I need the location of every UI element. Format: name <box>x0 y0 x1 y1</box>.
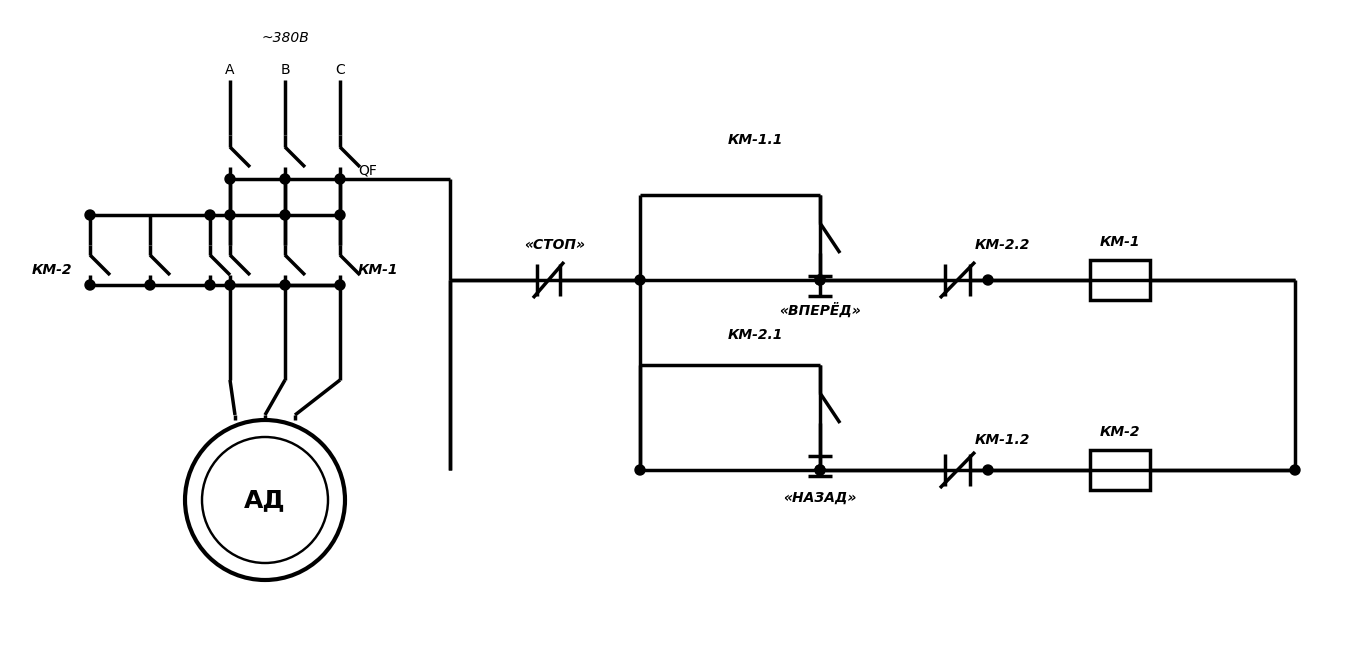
Circle shape <box>634 275 645 285</box>
Circle shape <box>983 275 994 285</box>
Text: ~380В: ~380В <box>261 31 309 45</box>
Circle shape <box>279 280 290 290</box>
Text: КМ-1.1: КМ-1.1 <box>728 133 783 147</box>
Text: «СТОП»: «СТОП» <box>525 238 586 252</box>
Circle shape <box>634 465 645 475</box>
Text: АД: АД <box>244 488 286 512</box>
Circle shape <box>335 280 346 290</box>
Circle shape <box>225 174 235 184</box>
Circle shape <box>225 210 235 220</box>
Circle shape <box>225 280 235 290</box>
Text: B: B <box>281 63 290 77</box>
Circle shape <box>205 280 215 290</box>
Circle shape <box>1291 465 1300 475</box>
Text: «ВПЕРЁД»: «ВПЕРЁД» <box>779 303 861 318</box>
Text: КМ-2.1: КМ-2.1 <box>728 328 783 342</box>
Circle shape <box>279 174 290 184</box>
Circle shape <box>279 210 290 220</box>
Text: КМ-2: КМ-2 <box>1100 425 1141 439</box>
Text: A: A <box>225 63 235 77</box>
Text: КМ-1.2: КМ-1.2 <box>975 433 1030 447</box>
Text: C: C <box>335 63 344 77</box>
Text: КМ-2: КМ-2 <box>31 263 72 277</box>
Text: «НАЗАД»: «НАЗАД» <box>783 491 857 505</box>
Circle shape <box>815 465 825 475</box>
Circle shape <box>144 280 155 290</box>
Text: КМ-2.2: КМ-2.2 <box>975 238 1030 252</box>
Circle shape <box>335 174 346 184</box>
Circle shape <box>335 210 346 220</box>
Circle shape <box>983 465 994 475</box>
Circle shape <box>85 210 94 220</box>
Circle shape <box>205 210 215 220</box>
Bar <box>1089 260 1150 300</box>
Bar <box>1089 450 1150 490</box>
Circle shape <box>815 465 825 475</box>
Text: КМ-1: КМ-1 <box>1100 235 1141 249</box>
Text: КМ-1: КМ-1 <box>358 263 398 277</box>
Circle shape <box>815 275 825 285</box>
Circle shape <box>85 280 94 290</box>
Text: QF: QF <box>358 163 377 177</box>
Circle shape <box>815 275 825 285</box>
